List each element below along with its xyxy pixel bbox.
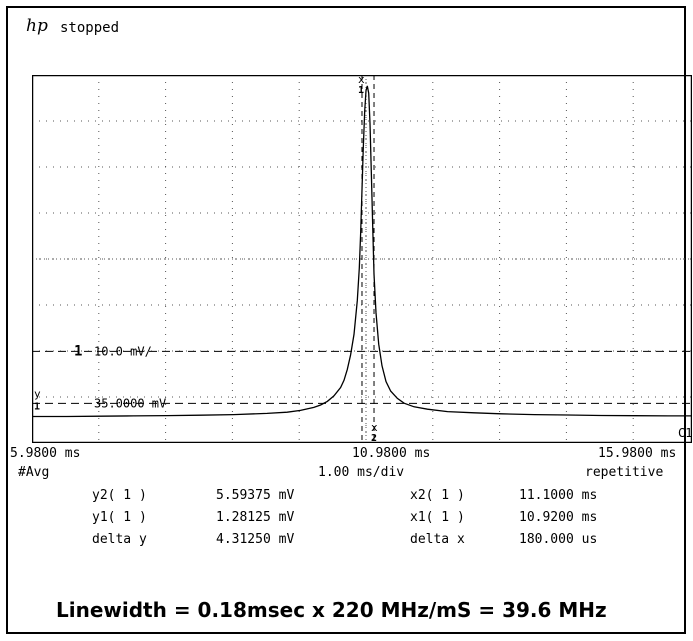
acquisition-status: stopped [60, 20, 120, 36]
meas-value: 11.1000 ms [519, 488, 598, 503]
x1-marker-top-num: 1 [358, 85, 364, 96]
x1-marker-top: x [358, 75, 365, 86]
meas-label: x1( 1 ) [410, 510, 465, 525]
offset-label: 35.0000 mV [94, 396, 166, 410]
meas-value: 4.31250 mV [216, 532, 295, 547]
y1-marker-left: y [34, 387, 41, 400]
meas-label: y2( 1 ) [92, 488, 147, 503]
meas-label: x2( 1 ) [410, 488, 465, 503]
x-axis-right-label: 15.9800 ms [598, 446, 677, 461]
meas-value: 5.59375 mV [216, 488, 295, 503]
x-axis-left-label: 5.9800 ms [10, 446, 81, 461]
meas-label: y1( 1 ) [92, 510, 147, 525]
y1-marker-left-num: 1 [34, 401, 40, 412]
meas-value: 180.000 us [519, 532, 598, 547]
meas-label: delta x [410, 532, 465, 547]
meas-value: 1.28125 mV [216, 510, 295, 525]
hp-logo: hp [26, 16, 48, 36]
linewidth-caption: Linewidth = 0.18msec x 220 MHz/mS = 39.6… [56, 598, 607, 622]
x-axis-center-label: 10.9800 ms [352, 446, 431, 461]
meas-value: 10.9200 ms [519, 510, 598, 525]
figure-frame [6, 6, 686, 634]
trigger-label: C1 [678, 426, 692, 440]
cursors [32, 75, 692, 443]
x2-marker-bottom-num: 2 [371, 433, 377, 443]
acq-mode-label: #Avg [18, 465, 50, 480]
channel-marker: 1 [74, 343, 82, 359]
trigger-mode-label: repetitive [585, 465, 664, 480]
meas-label: delta y [92, 532, 147, 547]
x2-marker-bottom: x [371, 421, 378, 434]
vertical-scale-label: 10.0 mV/ [94, 344, 152, 358]
signal-trace [32, 85, 692, 418]
timebase-label: 1.00 ms/div [318, 465, 405, 480]
